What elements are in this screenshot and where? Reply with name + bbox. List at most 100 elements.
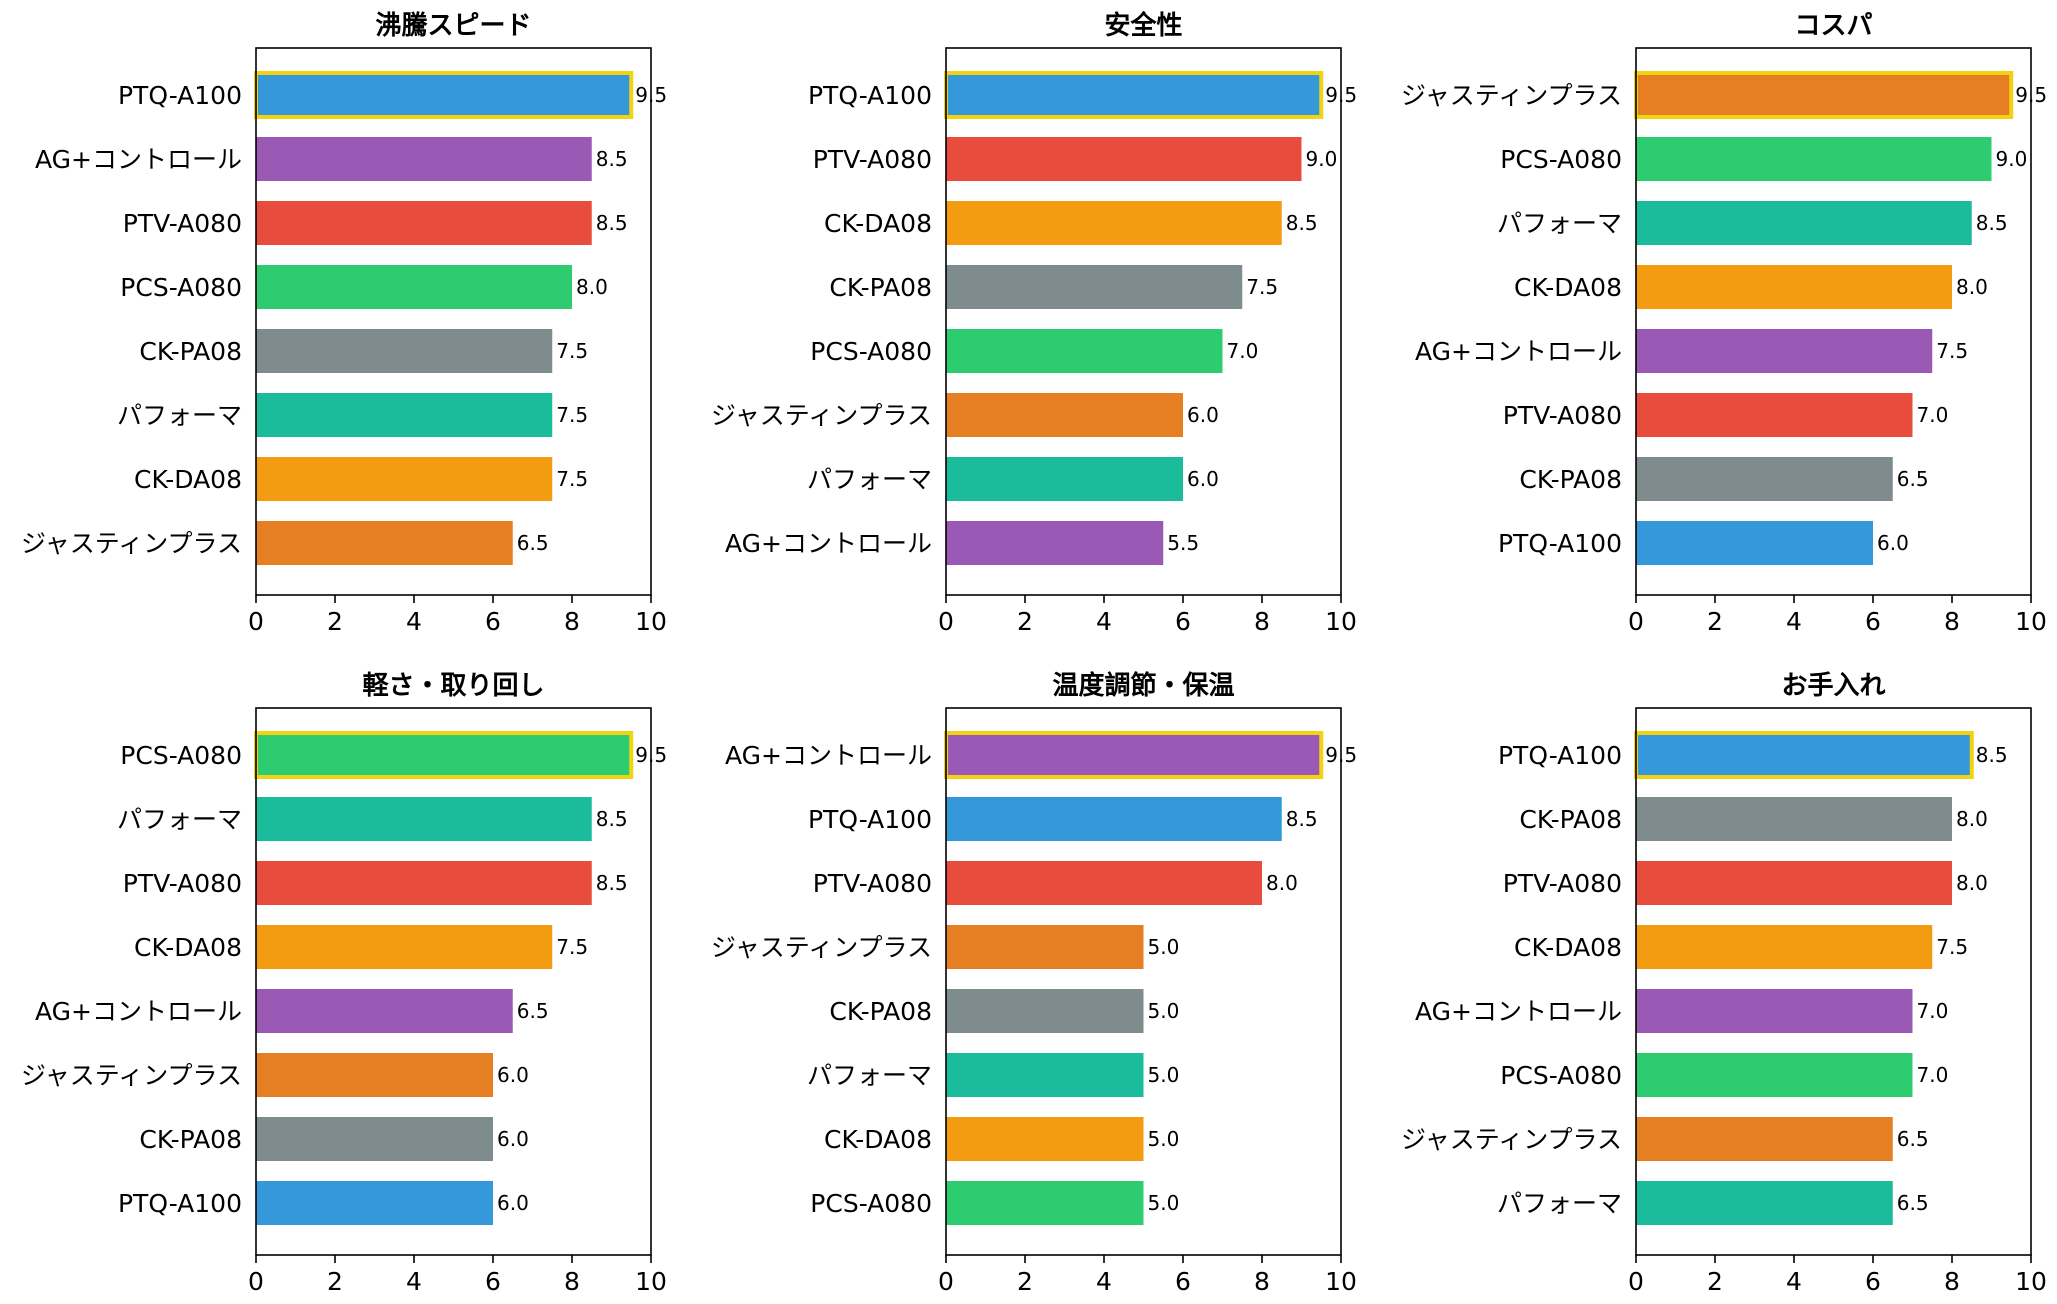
value-label: 8.5: [1286, 211, 1318, 235]
value-label: 5.0: [1148, 1191, 1180, 1215]
value-label: 6.0: [497, 1063, 529, 1087]
category-label: パフォーマ: [807, 1061, 932, 1090]
value-label: 5.5: [1167, 531, 1199, 555]
x-tick-label: 2: [1017, 607, 1033, 636]
value-label: 8.0: [576, 275, 608, 299]
x-tick-label: 8: [564, 1267, 580, 1296]
bar: [256, 797, 592, 841]
x-tick-label: 8: [1944, 1267, 1960, 1296]
category-label: ジャスティンプラス: [21, 1061, 242, 1090]
x-tick-label: 0: [248, 1267, 264, 1296]
category-label: PTQ-A100: [118, 81, 242, 110]
x-tick-label: 4: [406, 607, 422, 636]
bar: [946, 989, 1144, 1033]
category-label: CK-PA08: [139, 337, 242, 366]
category-label: パフォーマ: [117, 401, 242, 430]
category-label: ジャスティンプラス: [711, 933, 932, 962]
value-label: 7.0: [1917, 403, 1949, 427]
bar: [946, 457, 1183, 501]
category-label: パフォーマ: [117, 805, 242, 834]
bar: [256, 457, 553, 501]
category-label: CK-DA08: [134, 933, 242, 962]
axes-frame: [945, 47, 1342, 596]
x-tick-label: 2: [1707, 607, 1723, 636]
category-label: CK-PA08: [1519, 465, 1622, 494]
value-label: 7.5: [556, 935, 588, 959]
x-tick-label: 10: [635, 607, 667, 636]
bar: [946, 393, 1183, 437]
bar: [256, 137, 592, 181]
bar: [1636, 329, 1933, 373]
value-label: 8.5: [1976, 743, 2008, 767]
category-label: PTQ-A100: [808, 805, 932, 834]
value-label: 8.5: [1976, 211, 2008, 235]
value-label: 7.5: [1936, 935, 1968, 959]
value-label: 8.5: [1286, 807, 1318, 831]
x-tick-label: 6: [485, 607, 501, 636]
value-label: 5.0: [1148, 999, 1180, 1023]
value-label: 5.0: [1148, 935, 1180, 959]
x-tick-label: 10: [2015, 1267, 2047, 1296]
value-label: 7.5: [1936, 339, 1968, 363]
x-tick-label: 0: [1628, 1267, 1644, 1296]
category-label: PTV-A080: [123, 869, 242, 898]
category-label: ジャスティンプラス: [21, 529, 242, 558]
bar-highlighted: [1634, 71, 2014, 119]
bar: [256, 393, 553, 437]
bar: [1636, 457, 1893, 501]
chart-title: お手入れ: [1781, 671, 1885, 701]
bar: [946, 925, 1144, 969]
bar: [256, 989, 513, 1033]
bar: [1636, 393, 1913, 437]
value-label: 8.5: [596, 211, 628, 235]
category-label: PCS-A080: [1500, 145, 1622, 174]
x-tick-label: 6: [1175, 1267, 1191, 1296]
category-label: AG+コントロール: [35, 145, 242, 174]
bar-highlighted: [254, 71, 634, 119]
chart-title: コスパ: [1794, 11, 1872, 41]
category-label: PTQ-A100: [118, 1189, 242, 1218]
category-label: ジャスティンプラス: [1401, 81, 1622, 110]
x-tick-label: 10: [1325, 1267, 1357, 1296]
value-label: 6.5: [1897, 1127, 1929, 1151]
value-label: 5.0: [1148, 1127, 1180, 1151]
category-label: PTQ-A100: [1498, 741, 1622, 770]
bar-highlighted: [944, 731, 1324, 779]
category-label: PTV-A080: [1503, 869, 1622, 898]
category-label: ジャスティンプラス: [711, 401, 932, 430]
category-label: CK-DA08: [1514, 933, 1622, 962]
x-tick-label: 0: [248, 607, 264, 636]
category-label: PCS-A080: [810, 337, 932, 366]
value-label: 8.5: [596, 147, 628, 171]
category-label: PTV-A080: [1503, 401, 1622, 430]
bar: [256, 1117, 493, 1161]
bar: [256, 1053, 493, 1097]
category-label: AG+コントロール: [1415, 337, 1622, 366]
x-tick-label: 0: [938, 607, 954, 636]
bar: [1636, 265, 1952, 309]
category-label: AG+コントロール: [725, 741, 932, 770]
value-label: 5.0: [1148, 1063, 1180, 1087]
category-label: AG+コントロール: [35, 997, 242, 1026]
bar: [946, 265, 1243, 309]
category-label: AG+コントロール: [725, 529, 932, 558]
bar: [256, 1181, 493, 1225]
category-label: AG+コントロール: [1415, 997, 1622, 1026]
x-tick-label: 4: [406, 1267, 422, 1296]
bar: [1636, 861, 1952, 905]
bar: [256, 201, 592, 245]
bar: [1636, 1053, 1913, 1097]
category-label: CK-PA08: [829, 273, 932, 302]
value-label: 6.0: [497, 1191, 529, 1215]
x-tick-label: 8: [1254, 1267, 1270, 1296]
bar-highlighted: [254, 731, 634, 779]
value-label: 7.5: [556, 339, 588, 363]
category-label: PTV-A080: [813, 145, 932, 174]
category-label: CK-PA08: [139, 1125, 242, 1154]
x-tick-label: 2: [1017, 1267, 1033, 1296]
x-tick-label: 4: [1786, 1267, 1802, 1296]
